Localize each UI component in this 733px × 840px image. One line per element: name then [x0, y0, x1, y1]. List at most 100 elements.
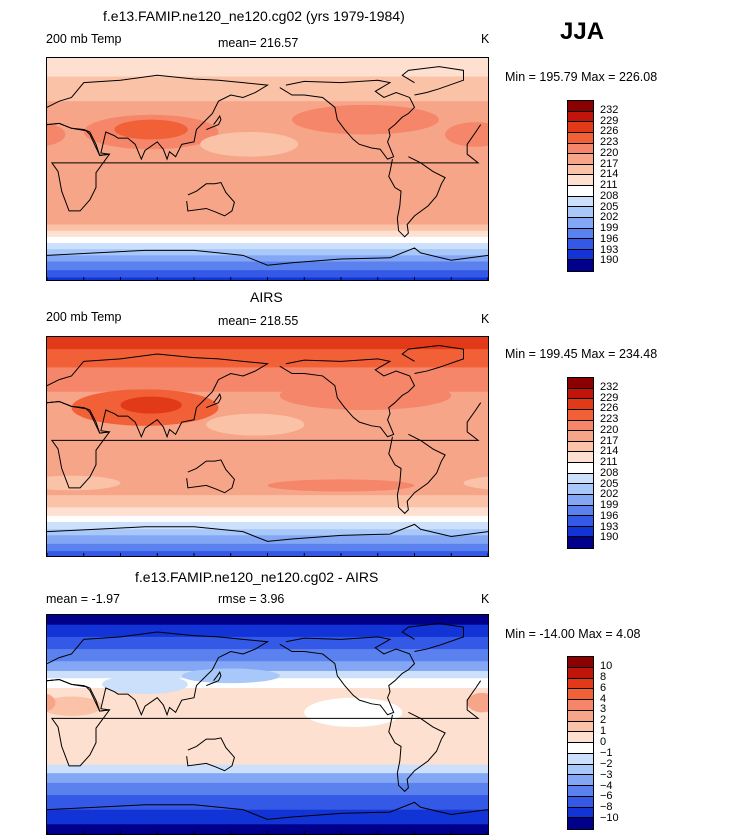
colorbar-level-label: −6 [600, 790, 613, 803]
colorbar-level-label: −10 [600, 812, 619, 825]
colorbar-level-label: 0 [600, 736, 607, 748]
colorbar-swatch [568, 175, 593, 186]
panel2-min-max: Min = 199.45 Max = 234.48 [505, 347, 658, 361]
contour-band [47, 206, 488, 225]
coastline [388, 711, 446, 793]
panel3-mean-label: mean = -1.97 [46, 592, 121, 606]
colorbar-level-label: −1 [600, 746, 613, 759]
panel2-title: AIRS [250, 289, 283, 305]
panel3-map [46, 614, 489, 835]
coastline [401, 345, 464, 374]
contour-band [47, 249, 488, 256]
contour-band [47, 337, 488, 350]
coastline [47, 801, 488, 820]
coastline [279, 79, 416, 160]
coastline [388, 156, 446, 238]
panel1-colorbar-labels: 232 229 226 223 220 217 214 211 208 205 202 199 196 1… [600, 100, 640, 272]
colorbar-level-label: 229 [600, 391, 619, 404]
contour-band [47, 261, 488, 271]
colorbar-level-label: 223 [600, 413, 619, 425]
panel3-title: f.e13.FAMIP.ne120_ne120.cg02 - AIRS [135, 569, 379, 585]
contour-region [120, 396, 182, 414]
panel3-colorbar [567, 656, 594, 830]
colorbar-level-label: 205 [600, 200, 619, 213]
contour-band [47, 224, 488, 232]
colorbar-swatch [568, 378, 593, 389]
colorbar-level-label: 211 [600, 179, 618, 191]
colorbar-level-label: 211 [600, 456, 618, 468]
panel1-mean-label: mean= 216.57 [218, 36, 299, 50]
colorbar-level-label: 208 [600, 189, 619, 202]
contour-band [47, 521, 488, 530]
coastline [47, 122, 482, 212]
coastline [206, 671, 222, 687]
map-canvas [47, 615, 488, 834]
colorbar-swatch [568, 101, 593, 112]
panel2-units-label: K [481, 312, 490, 326]
contour-band [47, 615, 488, 626]
colorbar-level-label: 3 [600, 703, 607, 716]
contour-band [47, 428, 488, 472]
contour-band [47, 230, 488, 238]
colorbar-swatch [568, 764, 593, 776]
colorbar-level-label: 199 [600, 222, 619, 234]
season-label: JJA [560, 18, 605, 45]
coastline [388, 433, 446, 515]
colorbar-swatch [568, 196, 593, 208]
contour-region [304, 697, 403, 727]
coastline [47, 523, 488, 542]
colorbar-level-label: 10 [600, 659, 613, 672]
colorbar-swatch [568, 388, 593, 400]
panel2-mean-label: mean= 218.55 [218, 314, 299, 328]
contour-region [114, 119, 188, 140]
colorbar-swatch [568, 452, 593, 463]
colorbar-swatch [568, 657, 593, 668]
coastline [47, 678, 482, 767]
contour-region [467, 692, 488, 713]
colorbar-swatch [568, 239, 593, 250]
colorbar-swatch [568, 431, 593, 442]
colorbar-level-label: 4 [600, 692, 607, 705]
colorbar-swatch [568, 484, 593, 495]
contour-band [47, 678, 488, 689]
coastline [186, 182, 235, 217]
map-canvas [47, 337, 488, 556]
contour-band [47, 255, 488, 262]
colorbar-level-label: −8 [600, 801, 613, 814]
contour-band [47, 661, 488, 672]
colorbar-swatch [568, 249, 593, 261]
colorbar-level-label: 6 [600, 681, 607, 694]
panel2-colorbar-labels: 232 229 226 223 220 217 214 211 208 205 202 199 196 1… [600, 377, 640, 549]
colorbar-level-label: 193 [600, 243, 619, 256]
colorbar-level-label: 214 [600, 168, 619, 181]
colorbar-swatch [568, 678, 593, 690]
contour-region [47, 693, 56, 712]
colorbar-swatch [568, 732, 593, 743]
panel1-map [46, 57, 489, 281]
contour-region [463, 476, 488, 490]
colorbar-level-label: 199 [600, 499, 619, 511]
coastline [47, 400, 482, 489]
colorbar-swatch [568, 667, 593, 679]
panel1-units-label: K [481, 32, 490, 46]
panel1-variable-label: 200 mb Temp [46, 32, 122, 46]
colorbar-swatch [568, 228, 593, 240]
colorbar-level-label: 217 [600, 157, 619, 170]
contour-band [47, 624, 488, 638]
colorbar-level-label: 220 [600, 146, 619, 159]
coastline [206, 393, 222, 409]
contour-band [47, 535, 488, 545]
contour-band [47, 515, 488, 523]
contour-band [47, 764, 488, 774]
colorbar-swatch [568, 186, 593, 197]
contour-band [47, 529, 488, 536]
contour-region [292, 104, 439, 135]
colorbar-level-label: 8 [600, 670, 607, 683]
colorbar-level-label: 193 [600, 520, 619, 533]
coastline [206, 114, 222, 130]
coastline [186, 737, 235, 772]
colorbar-level-label: 1 [600, 725, 607, 738]
coastline [401, 623, 464, 652]
colorbar-level-label: 196 [600, 509, 619, 522]
colorbar-level-label: 226 [600, 402, 619, 415]
